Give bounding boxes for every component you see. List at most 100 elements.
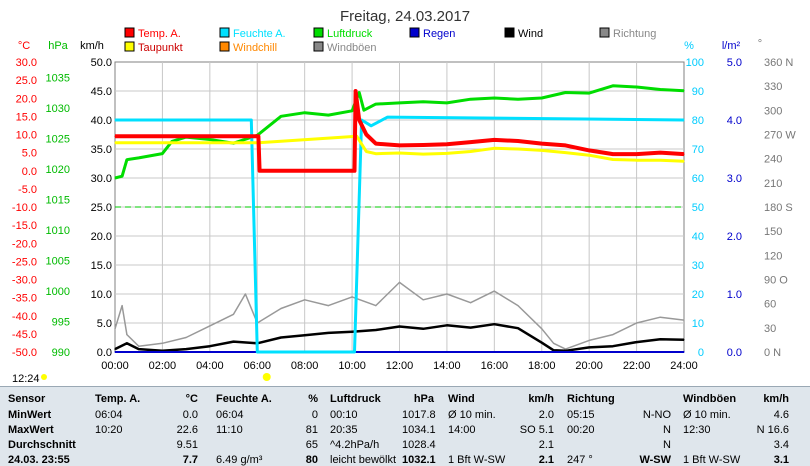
- data-point: [304, 112, 306, 114]
- x-tick-label: 24:00: [670, 360, 698, 372]
- stats-cell: 9.51: [176, 439, 198, 451]
- rain-tick-label: 1.0: [727, 289, 742, 301]
- data-point: [636, 153, 638, 155]
- hum-tick-label: 80: [692, 115, 704, 127]
- data-point: [257, 135, 259, 137]
- stats-cell: 2.1: [538, 454, 554, 466]
- current-time-label: 12:24: [12, 373, 40, 385]
- stats-cell: 65: [305, 439, 318, 451]
- press-tick-label: 1035: [46, 72, 70, 84]
- data-point: [683, 319, 685, 321]
- x-tick-label: 20:00: [575, 360, 603, 372]
- data-point: [114, 177, 116, 179]
- axes: 00:00 02:00 04:00 06:00 08:00 10:00 12:00 14:00…: [12, 38, 796, 372]
- dir-tick-label: 60: [764, 299, 776, 311]
- data-point: [588, 92, 590, 94]
- data-point: [259, 170, 261, 172]
- data-point: [588, 154, 590, 156]
- data-point: [470, 150, 472, 153]
- x-tick-label: 00:00: [101, 360, 129, 372]
- series-group: [114, 84, 685, 354]
- stats-cell: 1 Bft W-SW: [448, 454, 506, 466]
- stats-cell: 247 °: [567, 454, 593, 466]
- data-point: [659, 159, 661, 161]
- x-tick-label: 08:00: [291, 360, 319, 372]
- data-point: [398, 281, 401, 283]
- dir-tick-label: 270 W: [764, 130, 796, 142]
- data-point: [327, 332, 329, 334]
- time-marker-dot: [41, 374, 47, 380]
- legend-label: Taupunkt: [138, 42, 183, 54]
- data-point: [541, 342, 543, 344]
- dir-tick-label: 300: [764, 105, 782, 117]
- data-point: [422, 144, 424, 146]
- wind-axis-unit: km/h: [80, 40, 104, 52]
- data-point: [387, 116, 389, 118]
- data-point: [683, 90, 685, 92]
- series-line: [115, 134, 685, 163]
- stats-header: %: [308, 393, 318, 405]
- x-tick-label: 16:00: [481, 360, 509, 372]
- wind-tick-label: 10.0: [91, 289, 112, 301]
- data-point: [612, 85, 614, 87]
- stats-cell: 0.0: [182, 409, 198, 421]
- x-tick-label: 04:00: [196, 360, 224, 372]
- hum-tick-label: 100: [686, 57, 704, 69]
- stats-cell: N-NO: [642, 409, 671, 421]
- temp-tick-label: 30.0: [16, 57, 37, 69]
- stats-header: km/h: [763, 393, 789, 405]
- wind-tick-label: 30.0: [91, 173, 112, 185]
- wind-tick-label: 20.0: [91, 231, 112, 243]
- data-point: [541, 149, 543, 151]
- data-point: [121, 175, 123, 177]
- data-point: [564, 348, 567, 350]
- data-point: [114, 135, 116, 137]
- hum-tick-label: 0: [698, 347, 704, 359]
- stats-cell: 0: [311, 409, 318, 421]
- hum-tick-label: 20: [692, 289, 704, 301]
- dir-tick-label: 180 S: [764, 202, 793, 214]
- wind-tick-label: 5.0: [97, 318, 112, 330]
- data-point: [355, 90, 357, 92]
- dir-tick-label: 360 N: [764, 57, 793, 69]
- data-point: [398, 325, 401, 328]
- series-regen: [114, 351, 685, 353]
- x-tick-label: 18:00: [528, 360, 556, 372]
- dir-tick-label: 210: [764, 178, 782, 190]
- rain-tick-label: 2.0: [727, 231, 742, 243]
- legend-label: Windböen: [327, 42, 377, 54]
- temp-tick-label: 20.0: [16, 93, 37, 105]
- temp-tick-label: -20.0: [12, 238, 37, 250]
- data-point: [351, 296, 353, 298]
- stats-cell: SO 5.1: [519, 424, 554, 436]
- legend-label: Regen: [423, 28, 455, 40]
- x-tick-label: 02:00: [149, 360, 177, 372]
- data-point: [683, 351, 685, 353]
- stats-header: km/h: [528, 393, 554, 405]
- press-tick-label: 995: [52, 316, 70, 328]
- temp-tick-label: -25.0: [12, 256, 37, 268]
- hum-tick-label: 90: [692, 86, 704, 98]
- legend-swatch: [124, 27, 135, 38]
- data-point: [209, 138, 211, 141]
- data-point: [351, 331, 353, 333]
- stats-row-label: MinWert: [8, 409, 52, 421]
- hum-tick-label: 70: [692, 144, 704, 156]
- series-temp-a-: [114, 89, 685, 173]
- stats-cell: 06:04: [95, 409, 123, 421]
- x-tick-label: 10:00: [338, 360, 366, 372]
- dir-tick-label: 0 N: [764, 347, 781, 359]
- press-tick-label: 1000: [46, 286, 70, 298]
- legend-swatch: [313, 41, 324, 52]
- stats-header: Wind: [448, 393, 475, 405]
- data-point: [564, 152, 567, 154]
- data-point: [370, 125, 372, 127]
- data-point: [659, 88, 661, 91]
- stats-cell: 00:20: [567, 424, 595, 436]
- temp-tick-label: -45.0: [12, 329, 37, 341]
- legend-swatch: [599, 27, 610, 38]
- data-point: [636, 159, 638, 161]
- series-line: [115, 115, 685, 354]
- stats-cell: 1028.4: [402, 439, 436, 451]
- hum-tick-label: 10: [692, 318, 704, 330]
